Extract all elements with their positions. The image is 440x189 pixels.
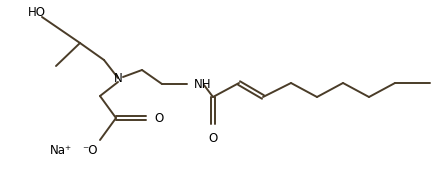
Text: O: O bbox=[154, 112, 163, 125]
Text: Na⁺: Na⁺ bbox=[50, 143, 72, 156]
Text: N: N bbox=[114, 71, 122, 84]
Text: O: O bbox=[209, 132, 218, 145]
Text: ⁻O: ⁻O bbox=[83, 143, 98, 156]
Text: HO: HO bbox=[28, 5, 46, 19]
Text: NH: NH bbox=[194, 77, 212, 91]
